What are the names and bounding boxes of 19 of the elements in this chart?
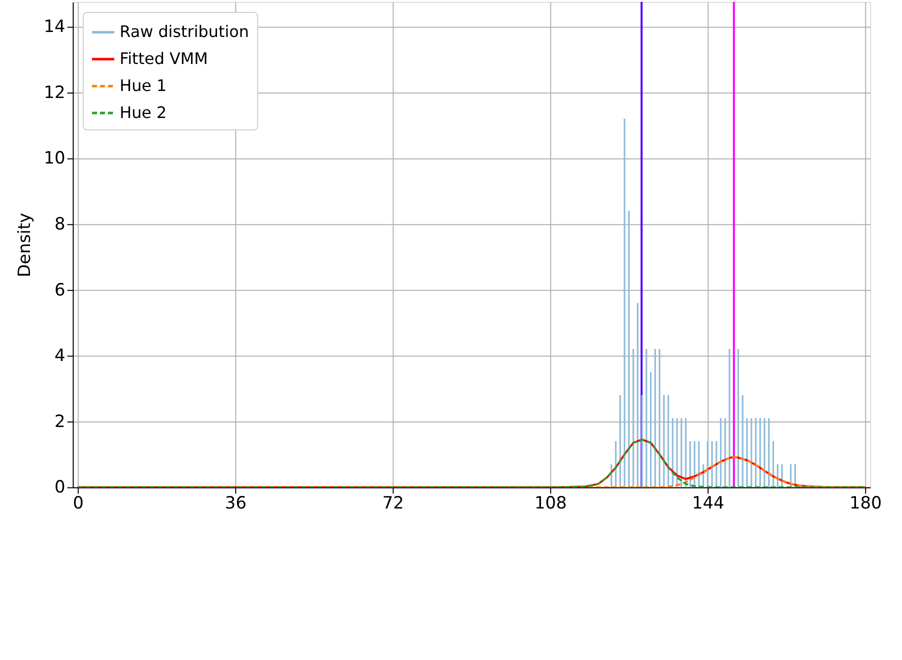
y-axis-title: Density: [14, 212, 34, 278]
x-tick-label: 108: [534, 492, 567, 513]
x-tick-label: 36: [224, 492, 246, 513]
y-tick-label: 8: [54, 213, 66, 234]
y-tick-label: 10: [44, 148, 66, 168]
legend-label: Hue 2: [120, 102, 167, 122]
legend-label: Hue 1: [120, 76, 167, 96]
legend-label: Raw distribution: [120, 22, 250, 42]
y-tick-label: 2: [54, 410, 66, 431]
x-tick-label: 72: [382, 492, 404, 513]
y-tick-label: 14: [44, 16, 66, 36]
y-tick-label: 6: [54, 279, 66, 300]
x-tick-label: 0: [72, 492, 84, 513]
x-tick-label: 144: [692, 492, 724, 513]
x-tick-label: 180: [849, 492, 882, 513]
legend-label: Fitted VMM: [120, 49, 208, 68]
y-tick-label: 0: [54, 476, 66, 497]
y-tick-label: 12: [44, 82, 66, 102]
y-tick-label: 4: [54, 345, 66, 366]
